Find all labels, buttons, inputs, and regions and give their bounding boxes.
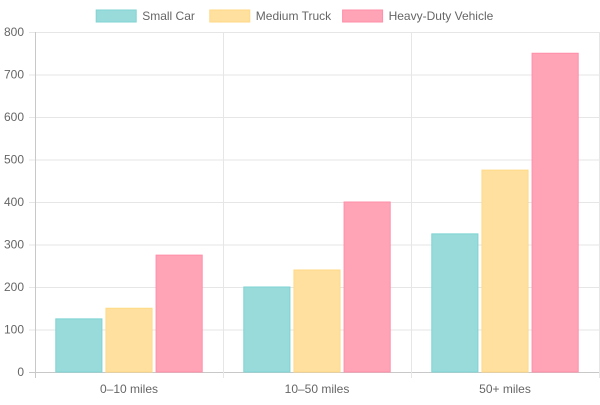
y-tick-label: 300 <box>4 238 24 252</box>
y-tick-label: 400 <box>4 195 24 209</box>
bar[interactable] <box>343 201 391 373</box>
legend-swatch <box>342 9 384 23</box>
bar[interactable] <box>531 52 579 373</box>
legend-swatch <box>209 9 251 23</box>
bar[interactable] <box>481 169 529 373</box>
legend-label: Heavy-Duty Vehicle <box>389 9 494 23</box>
legend[interactable]: Small Car Medium Truck Heavy-Duty Vehicle <box>95 9 494 23</box>
y-tick-label: 500 <box>4 153 24 167</box>
bar[interactable] <box>293 269 341 373</box>
y-axis: 0 100 200 300 400 500 600 700 800 <box>4 25 24 379</box>
legend-label: Small Car <box>142 9 195 23</box>
x-tick-label: 0–10 miles <box>100 382 158 396</box>
x-tick-label: 50+ miles <box>479 382 531 396</box>
y-tick-label: 100 <box>4 323 24 337</box>
x-tick-label: 10–50 miles <box>285 382 350 396</box>
y-tick-label: 200 <box>4 280 24 294</box>
y-tick-label: 600 <box>4 110 24 124</box>
y-tick-label: 700 <box>4 68 24 82</box>
y-tick-label: 800 <box>4 25 24 39</box>
bar[interactable] <box>55 318 103 373</box>
bars <box>55 52 579 373</box>
bar[interactable] <box>243 286 291 373</box>
legend-item[interactable]: Medium Truck <box>209 9 332 23</box>
legend-item[interactable]: Heavy-Duty Vehicle <box>342 9 494 23</box>
legend-swatch <box>95 9 137 23</box>
bar[interactable] <box>155 254 203 373</box>
legend-label: Medium Truck <box>256 9 332 23</box>
bar[interactable] <box>431 233 479 373</box>
legend-item[interactable]: Small Car <box>95 9 195 23</box>
y-tick-label: 0 <box>17 365 24 379</box>
x-axis: 0–10 miles 10–50 miles 50+ miles <box>100 382 531 396</box>
bar[interactable] <box>105 307 153 373</box>
